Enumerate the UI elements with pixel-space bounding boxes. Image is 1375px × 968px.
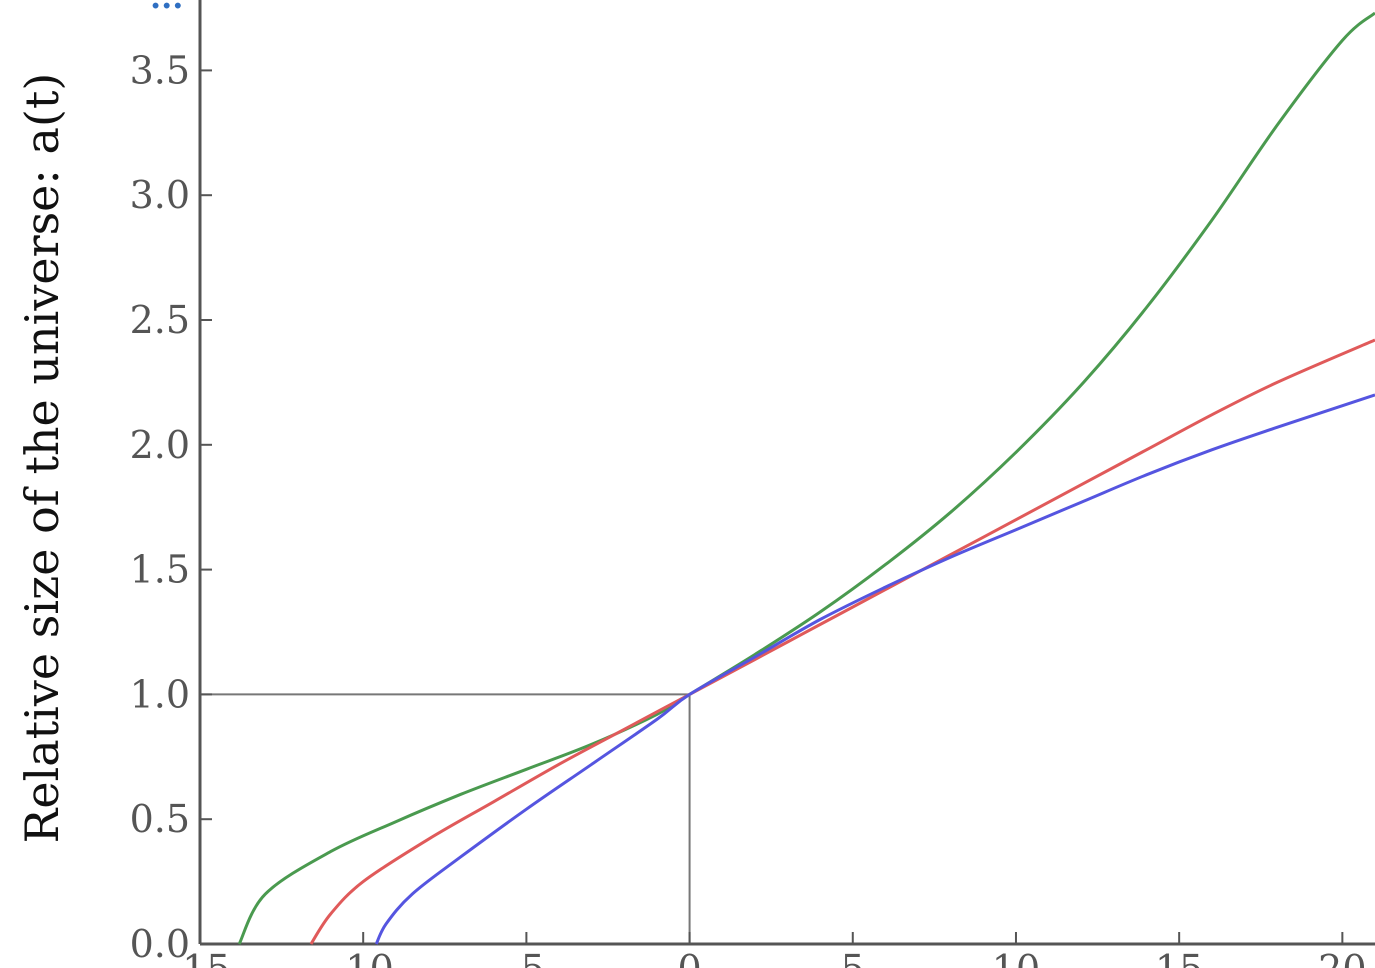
series-line-3 — [374, 393, 1375, 945]
x-tick-label: -15 — [169, 947, 230, 968]
y-tick-label: 0.5 — [130, 797, 190, 841]
top-caption: ... — [150, 0, 183, 16]
y-tick-label: 3.0 — [130, 173, 190, 217]
x-tick-label: 10 — [992, 947, 1040, 968]
series-group — [237, 11, 1375, 945]
y-axis-label: Relative size of the universe: a(t) — [15, 73, 69, 844]
x-tick-label: 15 — [1155, 947, 1203, 968]
x-tick-label: -5 — [508, 947, 545, 968]
y-tick-label: 2.0 — [130, 423, 190, 467]
x-tick-label: 0 — [677, 947, 701, 968]
x-tick-label: -10 — [333, 947, 394, 968]
y-tick-label: 3.5 — [130, 48, 190, 92]
y-ticks: 0.0 0.5 1.0 1.5 2.0 2.5 3.0 3.5 — [130, 48, 212, 966]
series-line-2 — [309, 338, 1375, 945]
x-tick-label: 20 — [1318, 947, 1366, 968]
y-tick-label: 1.5 — [130, 548, 190, 592]
y-tick-label: 1.0 — [130, 672, 190, 716]
reference-lines — [200, 693, 691, 944]
y-tick-label: 0.0 — [130, 922, 190, 966]
plot-area: 0.0 0.5 1.0 1.5 2.0 2.5 3.0 3.5 -15 -10 -5 0 5 10 15 2… — [130, 0, 1375, 968]
series-line-1 — [237, 11, 1375, 945]
x-tick-label: 5 — [841, 947, 865, 968]
x-ticks: -15 -10 -5 0 5 10 15 20 — [169, 932, 1367, 968]
y-tick-label: 2.5 — [130, 298, 190, 342]
